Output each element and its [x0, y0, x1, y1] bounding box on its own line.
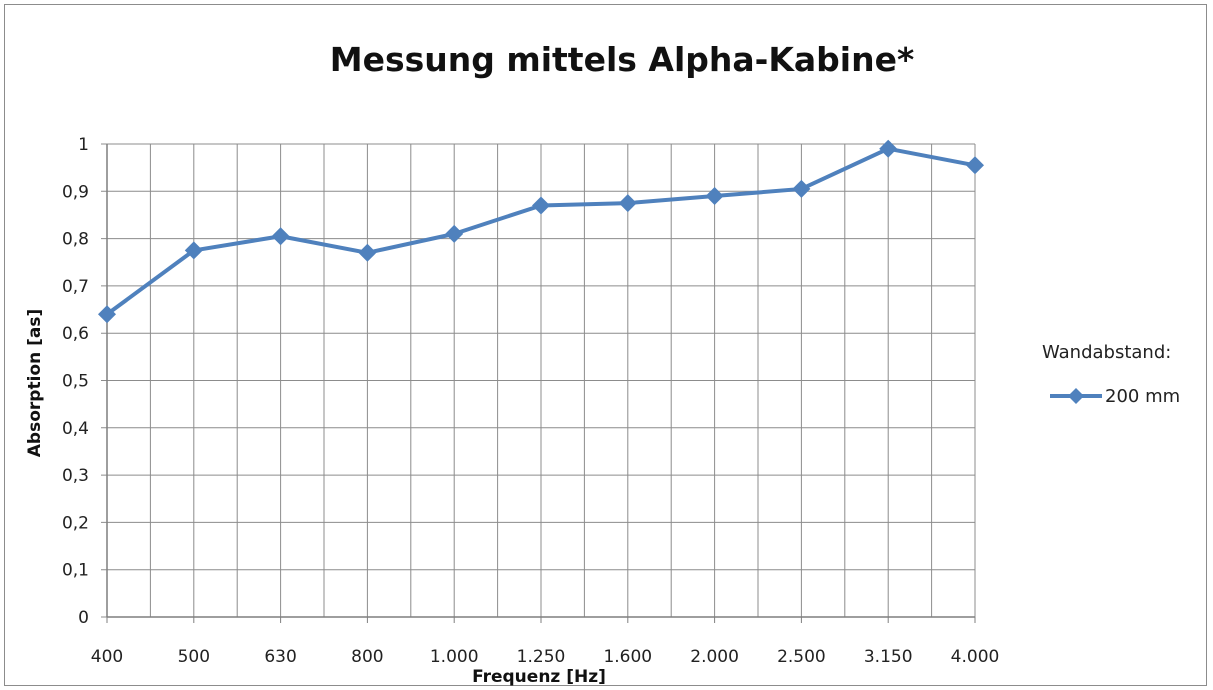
y-axis-title: Absorption [as] — [25, 309, 45, 457]
data-point-marker — [184, 241, 203, 260]
x-tick-label: 2.500 — [777, 647, 826, 667]
data-point-marker — [705, 187, 724, 206]
y-tick-label: 0,2 — [62, 513, 89, 533]
data-point-marker — [271, 227, 290, 246]
y-tick-label: 0,7 — [62, 277, 89, 297]
y-tick-label: 0,5 — [62, 372, 89, 392]
y-tick-label: 0,4 — [62, 419, 89, 439]
y-tick-label: 1 — [78, 135, 89, 155]
legend-marker-swatch — [1068, 388, 1084, 404]
data-point-marker — [618, 194, 637, 213]
x-tick-label: 630 — [264, 647, 296, 667]
x-tick-label: 500 — [178, 647, 210, 667]
x-tick-label: 1.000 — [430, 647, 479, 667]
data-point-marker — [445, 224, 464, 243]
x-tick-label: 800 — [351, 647, 383, 667]
y-tick-labels: 0 0,1 0,2 0,3 0,4 0,5 0,6 0,7 0,8 0,9 1 — [62, 135, 89, 628]
legend-title: Wandabstand: — [1042, 342, 1171, 363]
x-tick-labels: 400 500 630 800 1.000 1.250 1.600 2.000 2.500 3.1… — [91, 647, 1000, 667]
data-point-marker — [792, 179, 811, 198]
x-tick-label: 400 — [91, 647, 123, 667]
x-tick-label: 1.250 — [517, 647, 566, 667]
y-tick-label: 0,9 — [62, 182, 89, 202]
legend: Wandabstand: 200 mm — [1042, 342, 1180, 407]
legend-series-label: 200 mm — [1105, 386, 1180, 407]
axes — [106, 144, 976, 623]
data-point-marker — [879, 139, 898, 158]
y-tick-label: 0,8 — [62, 230, 89, 250]
y-tick-label: 0,1 — [62, 561, 89, 581]
x-tick-label: 2.000 — [690, 647, 739, 667]
data-point-marker — [532, 196, 550, 215]
x-tick-label: 1.600 — [603, 647, 652, 667]
data-point-marker — [98, 305, 116, 324]
data-point-marker — [358, 243, 377, 262]
data-point-marker — [966, 156, 984, 175]
series-layer — [98, 139, 984, 324]
x-axis-title: Frequenz [Hz] — [472, 667, 606, 687]
y-tick-label: 0,3 — [62, 466, 89, 486]
chart-title: Messung mittels Alpha-Kabine* — [330, 40, 915, 79]
x-tick-label: 4.000 — [951, 647, 1000, 667]
y-tick-label: 0,6 — [62, 324, 89, 344]
chart-frame — [4, 4, 1207, 686]
y-tick-label: 0 — [78, 608, 89, 628]
grid — [101, 143, 976, 618]
x-tick-label: 3.150 — [864, 647, 913, 667]
